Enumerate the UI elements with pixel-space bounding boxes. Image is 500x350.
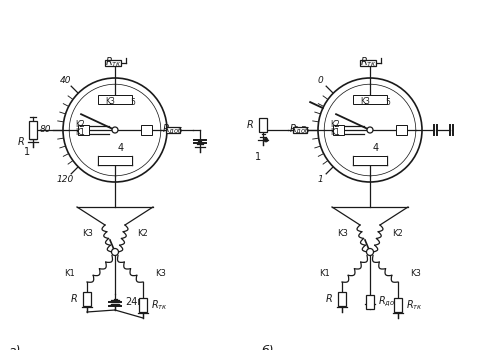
- Bar: [78, 125, 89, 135]
- Text: R: R: [246, 120, 253, 130]
- Bar: [360, 60, 376, 66]
- Text: 5: 5: [131, 98, 136, 107]
- Text: R$_{доб}$: R$_{доб}$: [289, 122, 311, 137]
- Text: R$_{тк}$: R$_{тк}$: [406, 298, 423, 312]
- Circle shape: [112, 127, 118, 133]
- Text: K2: K2: [330, 120, 340, 129]
- Text: K3: K3: [337, 229, 348, 238]
- Text: K3: K3: [105, 97, 115, 106]
- Bar: [394, 298, 402, 312]
- Bar: [83, 292, 91, 306]
- Text: K2: K2: [137, 229, 148, 238]
- Text: 0: 0: [318, 76, 324, 85]
- Text: K1: K1: [330, 128, 340, 137]
- Bar: [141, 125, 152, 135]
- Bar: [354, 156, 386, 165]
- Circle shape: [112, 248, 118, 256]
- Text: K2: K2: [75, 120, 85, 129]
- Text: 1: 1: [318, 175, 324, 184]
- Bar: [98, 156, 132, 165]
- Text: 24в: 24в: [125, 297, 143, 307]
- Text: R: R: [70, 294, 77, 304]
- Text: 5: 5: [386, 98, 390, 107]
- Text: 0,5: 0,5: [293, 126, 307, 134]
- Bar: [139, 298, 147, 312]
- Text: R$_{доб}$: R$_{доб}$: [378, 295, 400, 309]
- Text: K3: K3: [410, 269, 421, 278]
- Circle shape: [367, 127, 373, 133]
- Text: R: R: [18, 137, 24, 147]
- Text: R: R: [325, 294, 332, 304]
- Text: 4: 4: [117, 143, 123, 153]
- Text: 4: 4: [372, 143, 378, 153]
- Bar: [354, 94, 386, 104]
- Text: 1: 1: [255, 152, 261, 162]
- Text: а): а): [8, 345, 20, 350]
- Bar: [29, 121, 37, 139]
- Bar: [366, 295, 374, 309]
- Text: R$_{тк}$: R$_{тк}$: [151, 298, 168, 312]
- Circle shape: [69, 84, 161, 176]
- Text: K1: K1: [64, 269, 75, 278]
- Circle shape: [324, 84, 416, 176]
- Bar: [105, 60, 121, 66]
- Text: K1: K1: [320, 269, 330, 278]
- Text: б): б): [262, 345, 274, 350]
- Bar: [338, 292, 346, 306]
- Text: 80: 80: [39, 126, 51, 134]
- Bar: [396, 125, 407, 135]
- Bar: [332, 125, 344, 135]
- Text: K3: K3: [155, 269, 166, 278]
- Circle shape: [264, 138, 268, 142]
- Text: K2: K2: [392, 229, 403, 238]
- Bar: [98, 94, 132, 104]
- Text: R$_{доб}$: R$_{доб}$: [162, 123, 184, 137]
- Bar: [166, 127, 180, 133]
- Text: 1: 1: [24, 147, 30, 157]
- Text: 120: 120: [57, 175, 74, 184]
- Text: K1: K1: [75, 128, 85, 137]
- Text: K3: K3: [82, 229, 93, 238]
- Bar: [259, 118, 267, 132]
- Text: R$_{тк}$: R$_{тк}$: [104, 55, 122, 69]
- Text: K3: K3: [360, 97, 370, 106]
- Circle shape: [366, 248, 374, 256]
- Bar: [293, 127, 307, 133]
- Text: R$_{тк}$: R$_{тк}$: [360, 55, 376, 69]
- Text: 40: 40: [60, 76, 72, 85]
